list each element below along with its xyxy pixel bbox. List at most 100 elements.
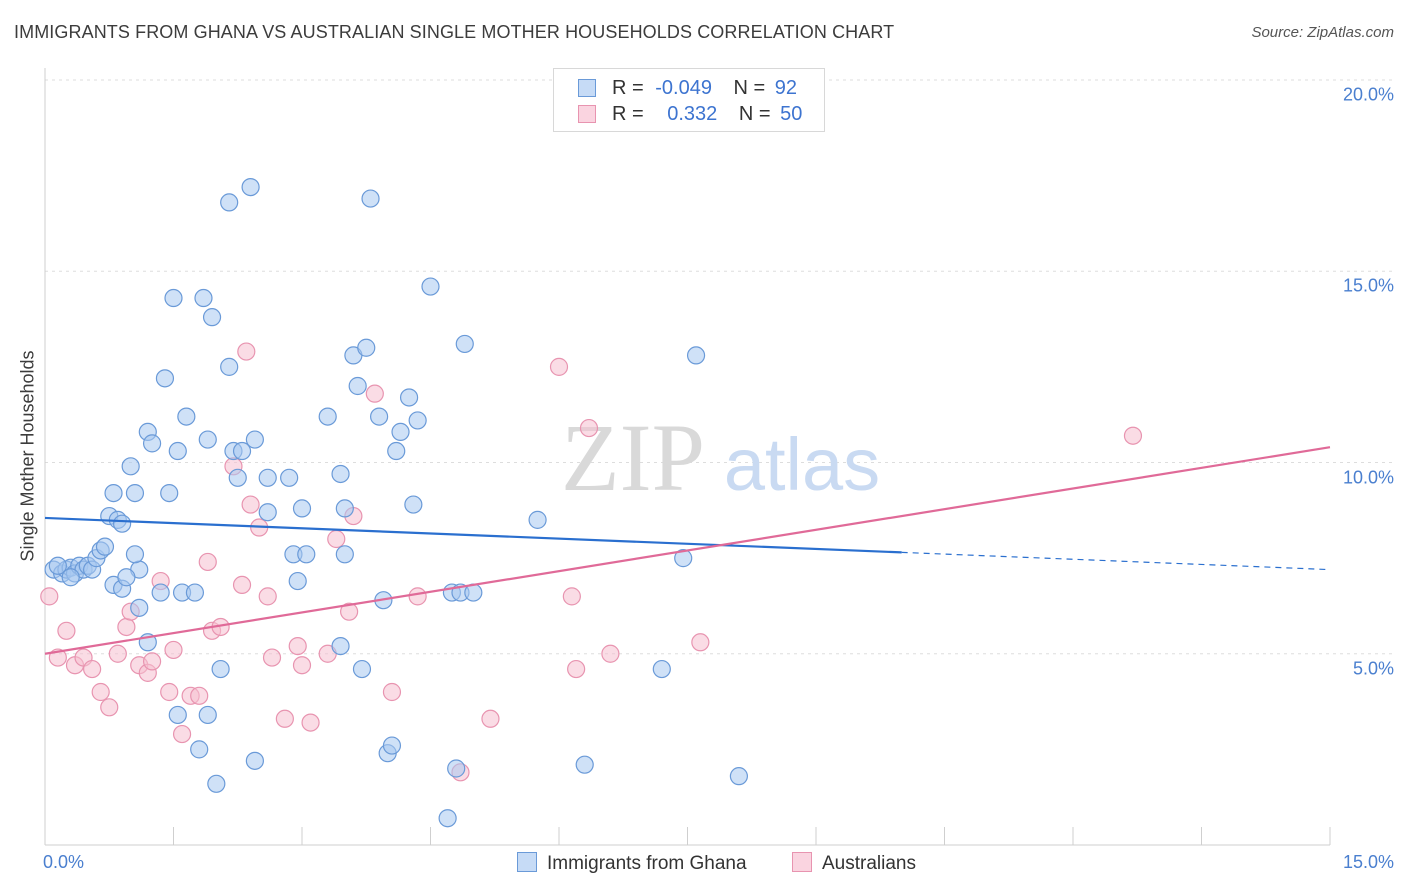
trend-line-australians (44, 446, 1331, 655)
point-australians (691, 633, 710, 652)
legend-item-australians: Australians (792, 852, 916, 875)
point-ghana (211, 659, 230, 679)
point-ghana (220, 193, 239, 212)
n-value: 92 (774, 77, 798, 99)
point-ghana (292, 499, 312, 518)
chart-title: IMMIGRANTS FROM GHANA VS AUSTRALIAN SING… (14, 22, 895, 42)
point-australians (172, 724, 192, 744)
watermark-zip: ZIP (561, 404, 705, 511)
point-ghana (258, 468, 277, 487)
point-ghana (117, 568, 136, 587)
point-ghana (130, 598, 149, 617)
point-australians (382, 682, 402, 702)
grid-lines (45, 79, 1394, 655)
point-ghana (258, 503, 277, 522)
point-ghana (455, 334, 474, 354)
point-australians (258, 587, 277, 606)
point-ghana (61, 568, 80, 587)
point-ghana (361, 189, 380, 208)
point-australians (327, 529, 346, 549)
point-ghana (177, 407, 196, 426)
point-australians (579, 418, 599, 438)
n-label: N = (738, 103, 771, 125)
point-australians (562, 587, 581, 606)
legend-swatch-pink (792, 852, 812, 872)
trend-line-ghana-extension (901, 551, 1331, 571)
point-australians (237, 342, 256, 361)
r-value: -0.049 (655, 77, 712, 99)
point-ghana (168, 705, 187, 725)
point-ghana (357, 338, 376, 357)
y-tick-label: 10.0% (1342, 467, 1394, 487)
point-ghana (185, 583, 205, 602)
x-tick-label: 0.0% (43, 852, 85, 872)
point-ghana (207, 774, 226, 793)
point-australians (340, 602, 359, 621)
point-ghana (575, 755, 594, 774)
point-australians (198, 552, 217, 572)
point-ghana (164, 288, 183, 308)
point-australians (408, 587, 427, 606)
watermark: ZIP atlas (561, 404, 880, 511)
point-australians (40, 587, 59, 606)
point-australians (288, 636, 307, 656)
point-ghana (335, 499, 354, 518)
point-ghana (382, 736, 402, 755)
point-australians (292, 656, 312, 675)
point-ghana (202, 308, 222, 327)
source-label: Source: ZipAtlas.com (1251, 24, 1394, 41)
point-australians (567, 659, 586, 679)
point-ghana (194, 288, 213, 308)
point-ghana (335, 545, 354, 564)
point-australians (365, 384, 384, 403)
watermark-atlas: atlas (724, 423, 880, 506)
point-ghana (352, 659, 372, 679)
point-ghana (160, 484, 179, 503)
point-ghana (190, 740, 209, 759)
point-australians (301, 713, 320, 732)
point-ghana (674, 549, 693, 568)
point-ghana (125, 545, 145, 564)
point-ghana (95, 537, 115, 556)
n-label: N = (733, 77, 766, 99)
point-ghana (121, 457, 140, 476)
point-ghana (447, 759, 466, 778)
point-australians (164, 640, 183, 660)
point-ghana (288, 571, 307, 591)
y-tick-label: 5.0% (1352, 658, 1394, 679)
point-australians (108, 644, 127, 663)
point-australians (57, 621, 76, 640)
axes (44, 68, 1331, 846)
n-value: 50 (780, 103, 803, 125)
legend-swatch-pink (578, 105, 596, 123)
point-ghana (404, 495, 423, 514)
point-australians (117, 617, 136, 637)
point-ghana (399, 388, 419, 407)
point-ghana (241, 178, 260, 197)
legend-label-ghana: Immigrants from Ghana (547, 853, 747, 874)
y-tick-label: 15.0% (1342, 275, 1394, 296)
point-ghana (142, 434, 162, 453)
point-ghana (348, 376, 367, 396)
point-ghana (331, 636, 350, 656)
point-australians (142, 652, 162, 671)
point-ghana (151, 583, 170, 602)
legend-swatch-blue (517, 852, 537, 872)
point-australians (232, 575, 252, 595)
point-australians (1123, 426, 1143, 445)
r-value: 0.332 (667, 103, 718, 125)
trend-line-ghana (44, 516, 902, 554)
point-australians (241, 495, 260, 514)
point-australians (190, 686, 209, 705)
point-ghana (438, 809, 457, 828)
point-ghana (318, 407, 337, 426)
point-ghana (48, 556, 67, 575)
point-ghana (168, 441, 187, 461)
correlation-legend: R = -0.049 N = 92 R = 0.332 N = 50 (553, 68, 825, 132)
point-ghana (729, 767, 749, 786)
point-australians (160, 682, 179, 702)
point-ghana (370, 407, 389, 426)
legend-label-australians: Australians (822, 853, 916, 874)
legend-swatch-blue (578, 79, 596, 97)
